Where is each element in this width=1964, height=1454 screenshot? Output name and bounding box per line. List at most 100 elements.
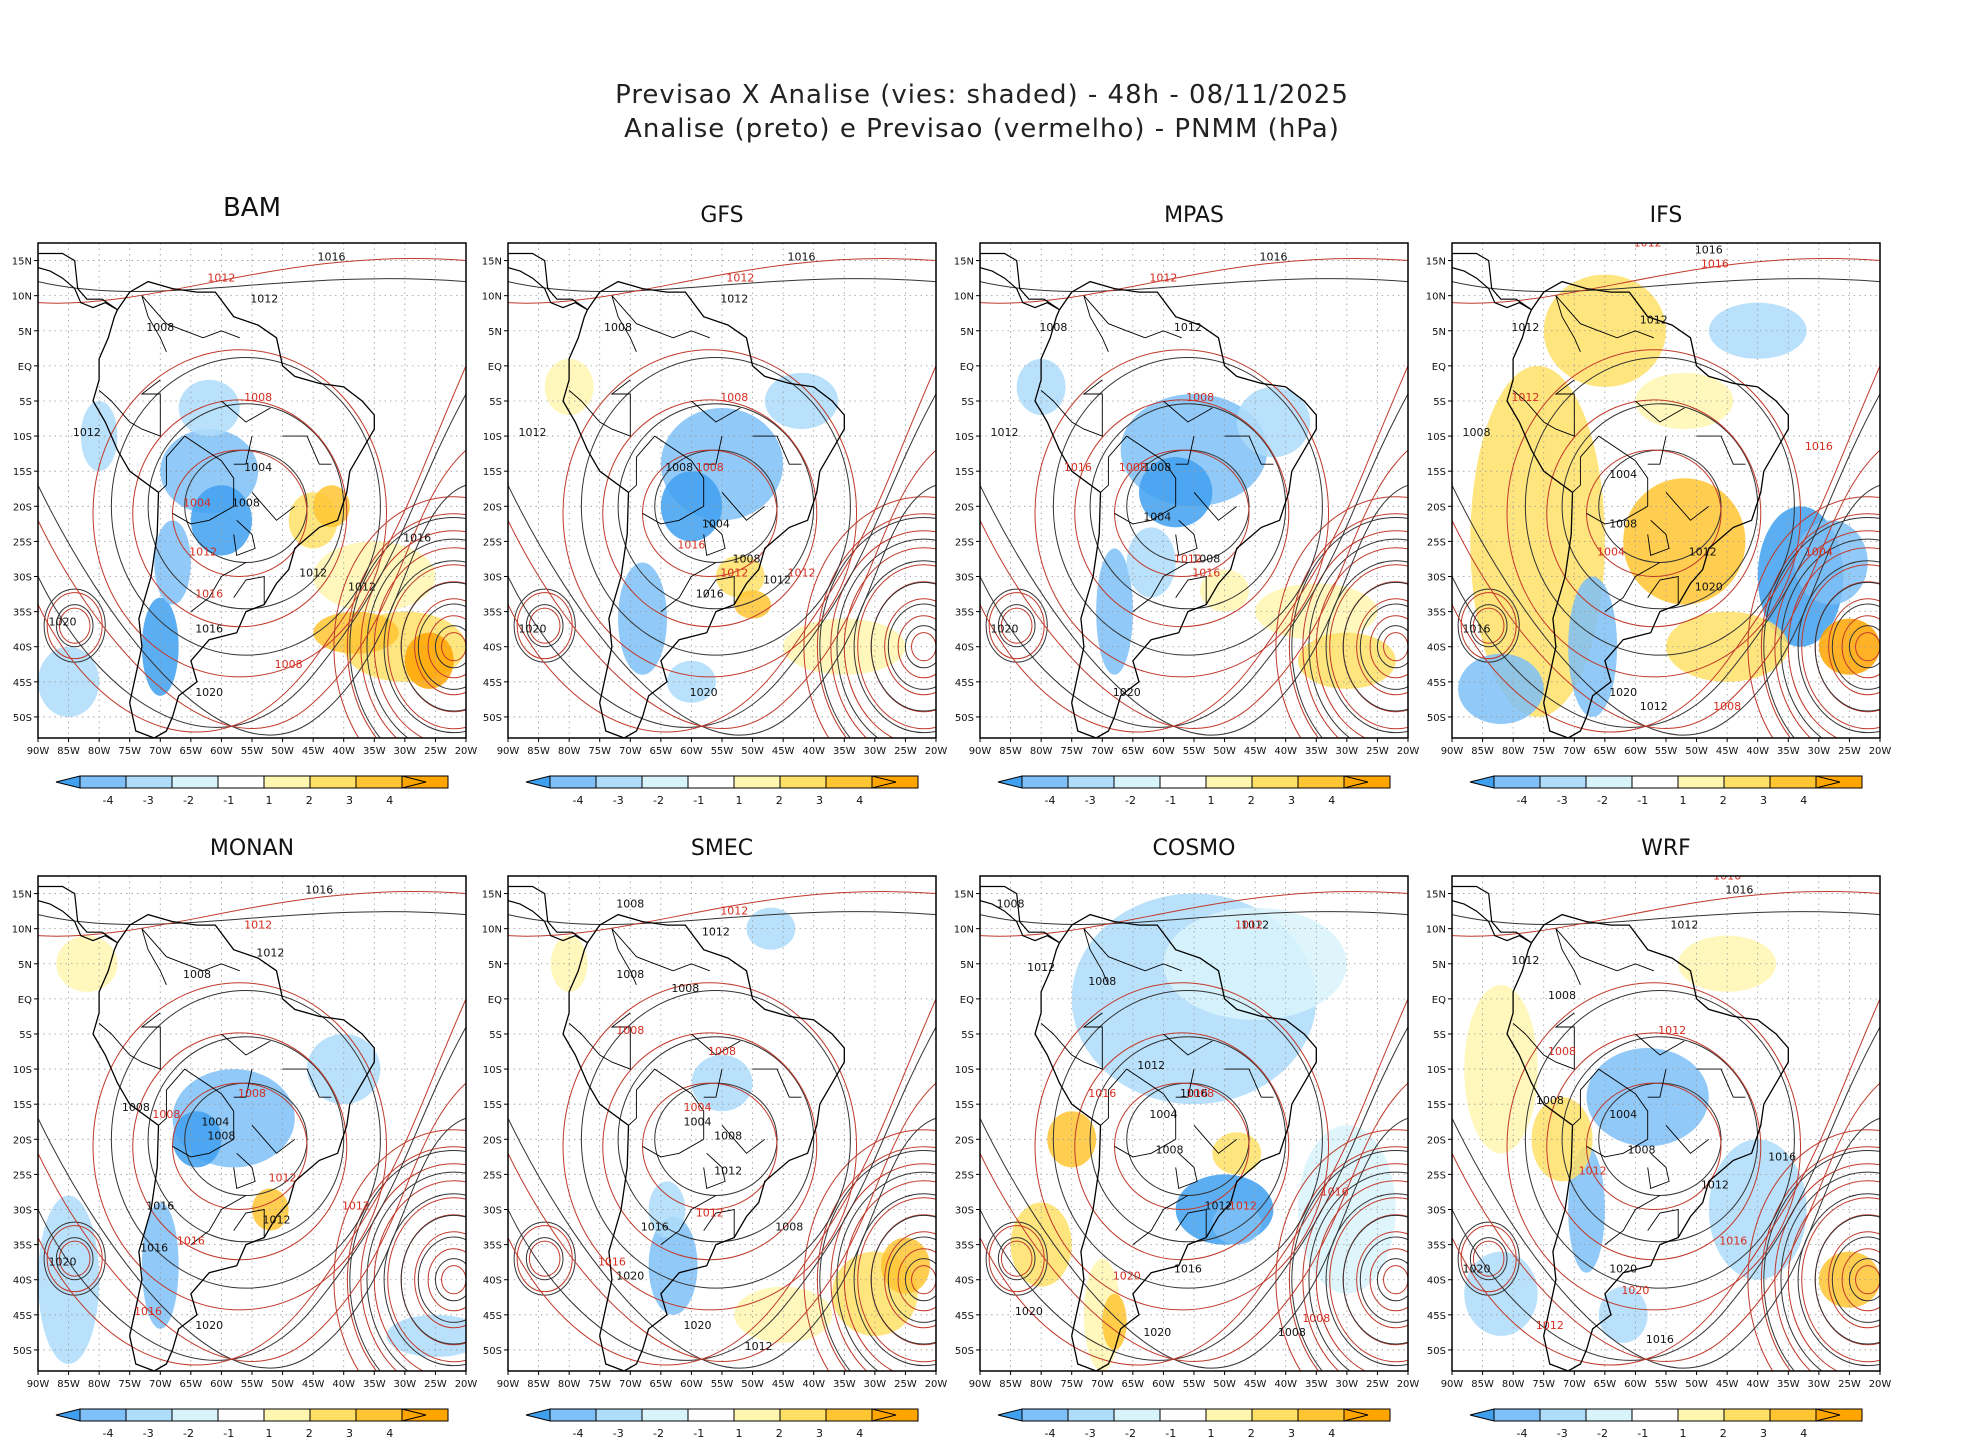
isobar-contour — [38, 449, 466, 729]
lat-tick-label: 40S — [1427, 1276, 1446, 1287]
colorbar-tick-label: -1 — [1165, 794, 1176, 807]
country-border — [1647, 575, 1679, 605]
contour-label-red: 1012 — [207, 272, 235, 285]
lon-tick-label: 80W — [1502, 746, 1525, 757]
colorbar-segment — [1631, 1408, 1679, 1422]
lat-tick-label: 45S — [955, 1311, 974, 1322]
isobar-contour — [1342, 1214, 1408, 1345]
contour-label-black: 1016 — [1180, 1087, 1208, 1100]
lat-tick-label: 25S — [483, 1170, 502, 1181]
isobar-contour — [508, 911, 936, 925]
bias-shading — [648, 1216, 698, 1315]
isobar-contour — [1325, 560, 1408, 734]
contour-label-black: 1004 — [1143, 510, 1171, 523]
country-border — [660, 562, 717, 612]
lon-tick-label: 25W — [894, 746, 917, 757]
lat-tick-label: 50S — [955, 1346, 974, 1357]
bias-shading — [1047, 1111, 1097, 1168]
lat-tick-label: EQ — [18, 995, 32, 1006]
lon-tick-label: 45W — [302, 1379, 325, 1390]
contour-label-red: 1012 — [1174, 552, 1202, 565]
colorbar-segment — [355, 1408, 403, 1422]
bias-shading — [666, 660, 716, 703]
contour-label-black: 1020 — [1609, 686, 1637, 699]
isobar-contour — [1524, 989, 1795, 1289]
contour-label-black: 1016 — [1646, 1333, 1674, 1346]
lat-tick-label: 5S — [1433, 1030, 1446, 1041]
lon-tick-label: 65W — [650, 746, 673, 757]
panel-title: MPAS — [1164, 203, 1224, 228]
colorbar-segment — [641, 1408, 689, 1422]
lon-tick-label: 30W — [394, 746, 417, 757]
lon-tick-label: 30W — [1808, 746, 1831, 757]
isobar-contour — [508, 891, 936, 937]
contour-label-black: 1004 — [201, 1115, 229, 1128]
lat-tick-label: 5S — [489, 1030, 502, 1041]
lat-tick-label: 30S — [1427, 573, 1446, 584]
lon-tick-label: 90W — [27, 746, 50, 757]
contour-label-red: 1004 — [1805, 545, 1833, 558]
isobar-contour — [870, 581, 936, 712]
lon-tick-label: 85W — [57, 1379, 80, 1390]
contour-label-red: 1016 — [1719, 1235, 1747, 1248]
lat-tick-label: 10S — [13, 432, 32, 443]
colorbar-segment — [125, 775, 173, 789]
lat-tick-label: 30S — [955, 573, 974, 584]
country-border — [1647, 1208, 1679, 1238]
isobar-contour — [980, 258, 1408, 304]
contour-label-black: 1020 — [990, 623, 1018, 636]
lon-tick-label: 80W — [88, 746, 111, 757]
contour-label-black: 1012 — [1689, 545, 1717, 558]
isobar-contour — [525, 1237, 564, 1281]
colorbar-tick-label: 4 — [856, 794, 863, 807]
coastline — [92, 280, 375, 738]
isobar-contour — [1780, 538, 1880, 738]
lon-tick-label: 35W — [1777, 1379, 1800, 1390]
country-border — [703, 436, 723, 465]
lon-tick-label: 85W — [999, 746, 1022, 757]
lon-tick-label: 30W — [864, 1379, 887, 1390]
country-border — [1193, 1125, 1238, 1154]
lon-tick-label: 85W — [999, 1379, 1022, 1390]
lon-tick-label: 80W — [1502, 1379, 1525, 1390]
contour-label-black: 1020 — [48, 616, 76, 629]
colorbar-tick-label: 3 — [816, 1427, 823, 1440]
isobar-contour — [38, 998, 466, 1366]
contour-label-red: 1008 — [1186, 1087, 1214, 1100]
country-border — [1635, 400, 1685, 423]
colorbar-segment — [1297, 775, 1345, 789]
country-border — [251, 1125, 296, 1154]
contour-label-black: 1016 — [696, 588, 724, 601]
contour-label-black: 1012 — [256, 947, 284, 960]
country-border — [233, 519, 256, 557]
isobar-contour — [843, 1180, 936, 1371]
country-border — [1193, 492, 1238, 521]
colorbar-tick-label: -1 — [693, 794, 704, 807]
lon-tick-label: 80W — [1030, 1379, 1053, 1390]
isobar-contour — [1308, 538, 1408, 738]
country-border — [1175, 436, 1195, 465]
colorbar-tick-label: -3 — [143, 794, 154, 807]
country-border — [233, 1208, 265, 1238]
lat-tick-label: 20S — [1427, 1135, 1446, 1146]
lon-tick-label: 60W — [210, 1379, 233, 1390]
isobar-contour — [617, 403, 815, 610]
lon-tick-label: 70W — [1563, 746, 1586, 757]
lon-tick-label: 55W — [241, 1379, 264, 1390]
contour-label-black: 1012 — [1701, 1178, 1729, 1191]
country-border — [660, 1195, 717, 1245]
bias-shading — [141, 1202, 179, 1329]
isobar-contour — [1801, 564, 1880, 730]
lon-tick-label: 75W — [588, 746, 611, 757]
lat-tick-label: 35S — [483, 1241, 502, 1252]
colorbar-tick-label: 2 — [1248, 794, 1255, 807]
colorbar-segment — [549, 775, 597, 789]
colorbar-segment — [1159, 775, 1207, 789]
lat-tick-label: 15S — [1427, 1100, 1446, 1111]
contour-label-black: 1012 — [1511, 321, 1539, 334]
country-border — [233, 575, 265, 605]
contour-label-red: 1008 — [1302, 1312, 1330, 1325]
colorbar-tick-label: 4 — [386, 1427, 393, 1440]
contour-label-black: 1016 — [1768, 1150, 1796, 1163]
isobar-contour — [836, 1171, 936, 1371]
